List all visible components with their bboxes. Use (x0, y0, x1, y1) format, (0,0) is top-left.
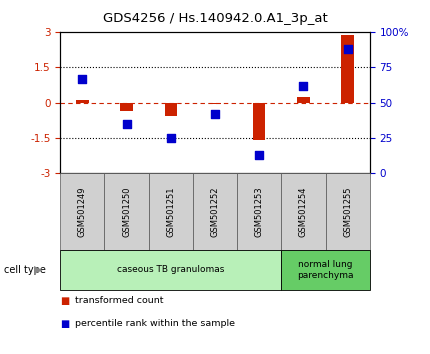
Bar (120, 103, 133, 111)
Text: GSM501254: GSM501254 (299, 186, 308, 237)
Text: GSM501251: GSM501251 (166, 186, 175, 237)
Text: GSM501250: GSM501250 (122, 186, 131, 237)
Bar (297, 97, 310, 103)
Text: ■: ■ (60, 319, 70, 329)
Point (256, 152, 263, 158)
Point (167, 135, 174, 141)
Point (123, 121, 130, 127)
Text: ■: ■ (60, 296, 70, 306)
Text: GSM501252: GSM501252 (211, 186, 219, 237)
Text: GDS4256 / Hs.140942.0.A1_3p_at: GDS4256 / Hs.140942.0.A1_3p_at (103, 12, 327, 25)
Text: transformed count: transformed count (75, 296, 164, 304)
Text: GSM501255: GSM501255 (343, 186, 352, 237)
Point (212, 111, 218, 117)
Bar (253, 103, 265, 141)
Bar (341, 35, 354, 103)
Point (79, 76, 86, 81)
Text: percentile rank within the sample: percentile rank within the sample (75, 319, 235, 327)
Text: ▶: ▶ (34, 265, 43, 275)
Text: cell type: cell type (4, 265, 46, 275)
Text: normal lung
parenchyma: normal lung parenchyma (297, 260, 354, 280)
Bar (165, 103, 177, 116)
Text: caseous TB granulomas: caseous TB granulomas (117, 266, 224, 274)
Bar (76, 100, 89, 103)
Text: GSM501253: GSM501253 (255, 186, 264, 237)
Point (344, 46, 351, 52)
Text: GSM501249: GSM501249 (78, 186, 87, 237)
Bar (209, 103, 221, 104)
Point (300, 83, 307, 88)
